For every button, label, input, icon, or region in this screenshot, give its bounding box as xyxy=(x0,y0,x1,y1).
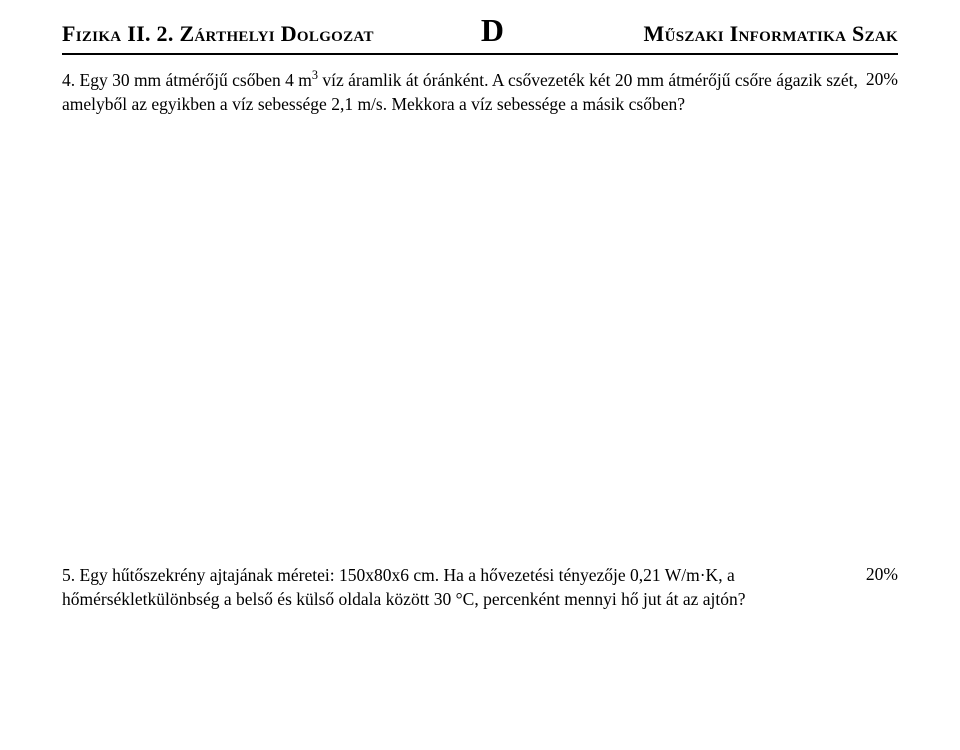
header-center-letter: D xyxy=(481,12,504,49)
problem-4-before-sup: Egy 30 mm átmérőjű csőben 4 m xyxy=(75,70,312,90)
header-left-text: Fizika II. 2. Zárthelyi Dolgozat xyxy=(62,21,374,46)
header-left: Fizika II. 2. Zárthelyi Dolgozat xyxy=(62,21,374,47)
document-header: Fizika II. 2. Zárthelyi Dolgozat D Műsza… xyxy=(62,12,898,49)
problem-5-percent: 20% xyxy=(866,564,898,585)
problem-5-body: Egy hűtőszekrény ajtajának méretei: 150x… xyxy=(62,565,746,609)
problem-4-number: 4. xyxy=(62,70,75,90)
problem-4-percent: 20% xyxy=(866,69,898,90)
problem-5-text: 5. Egy hűtőszekrény ajtajának méretei: 1… xyxy=(62,564,898,611)
header-right: Műszaki Informatika Szak xyxy=(644,21,899,47)
problem-5: 20% 5. Egy hűtőszekrény ajtajának mérete… xyxy=(62,564,898,611)
header-divider xyxy=(62,53,898,55)
problem-4: 20% 4. Egy 30 mm átmérőjű csőben 4 m3 ví… xyxy=(62,69,898,116)
problem-5-number: 5. xyxy=(62,565,75,585)
problem-4-text: 4. Egy 30 mm átmérőjű csőben 4 m3 víz ár… xyxy=(62,69,898,116)
header-right-text: Műszaki Informatika Szak xyxy=(644,21,899,46)
blank-space xyxy=(62,116,898,564)
